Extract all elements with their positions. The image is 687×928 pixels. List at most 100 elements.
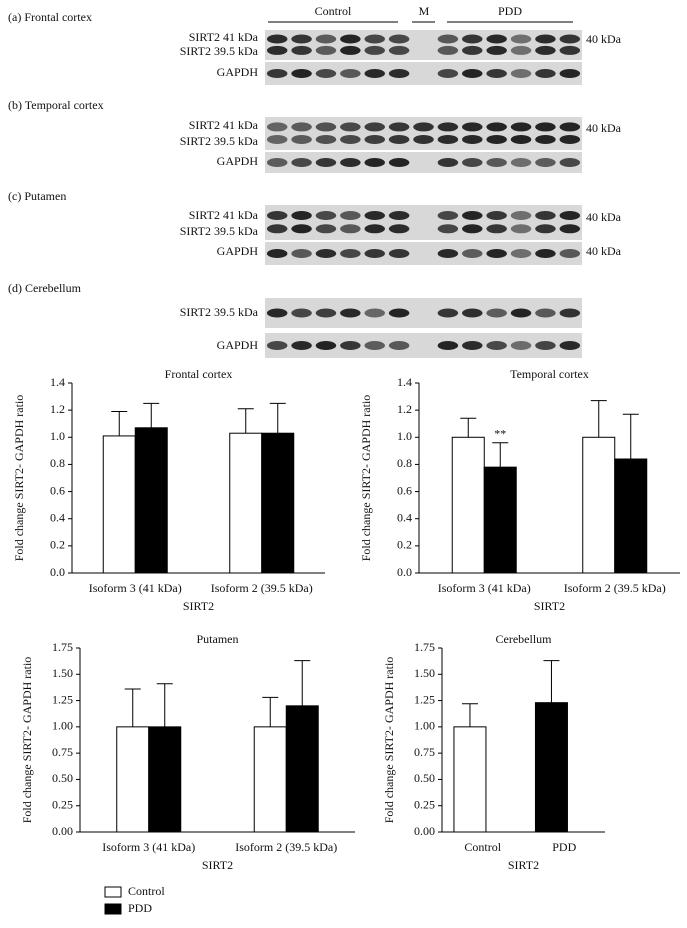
x-tick-label: Isoform 2 (39.5 kDa) [235, 840, 337, 854]
y-tick-label: 1.0 [50, 429, 65, 443]
band [291, 45, 312, 55]
band [437, 308, 459, 318]
group-label: PDD [498, 4, 522, 18]
x-tick-label: Isoform 2 (39.5 kDa) [564, 581, 666, 595]
band [315, 134, 337, 144]
band [388, 34, 410, 44]
band [291, 69, 312, 78]
band-label: SIRT2 41 kDa [189, 208, 259, 222]
x-tick-label: Isoform 3 (41 kDa) [89, 581, 182, 595]
band [535, 134, 556, 144]
band [413, 122, 434, 132]
band [291, 211, 312, 220]
bar [229, 432, 263, 574]
band [437, 122, 459, 132]
band [437, 249, 459, 258]
band-label: GAPDH [217, 154, 259, 168]
y-tick-label: 0.0 [50, 565, 65, 579]
y-tick-label: 1.00 [52, 719, 73, 733]
band-label: SIRT2 41 kDa [189, 30, 259, 44]
blot [265, 152, 582, 173]
y-tick-label: 0.25 [414, 797, 435, 811]
kda-marker: 40 kDa [586, 121, 622, 135]
y-tick-label: 0.00 [414, 824, 435, 838]
band [510, 224, 532, 234]
band [437, 224, 459, 234]
y-tick-label: 1.2 [397, 402, 412, 416]
band [486, 134, 507, 144]
band [559, 134, 581, 144]
band [462, 122, 483, 132]
band [462, 308, 483, 318]
panel-title: (b) Temporal cortex [8, 98, 104, 112]
band [315, 249, 337, 258]
band [535, 122, 556, 132]
y-tick-label: 1.00 [414, 719, 435, 733]
bar [582, 436, 616, 574]
y-tick-label: 0.00 [52, 824, 73, 838]
band [388, 122, 410, 132]
blot [265, 242, 582, 265]
band [462, 69, 483, 78]
y-tick-label: 1.25 [414, 692, 435, 706]
band [340, 45, 361, 55]
band [510, 134, 532, 144]
band [388, 69, 410, 78]
band [486, 211, 507, 220]
band [535, 341, 556, 350]
band [315, 45, 337, 55]
y-tick-label: 0.50 [52, 771, 73, 785]
kda-marker: 40 kDa [586, 210, 622, 224]
band [486, 122, 507, 132]
band-label: SIRT2 41 kDa [189, 118, 259, 132]
band [315, 34, 337, 44]
band [462, 134, 483, 144]
band-label: SIRT2 39.5 kDa [180, 224, 259, 238]
y-axis-label: Fold change SIRT2- GAPDH ratio [12, 395, 26, 562]
bar [261, 432, 295, 574]
band [510, 34, 532, 44]
y-axis-label: Fold change SIRT2- GAPDH ratio [382, 657, 396, 824]
bar [451, 436, 485, 574]
band [559, 224, 581, 234]
y-tick-label: 1.50 [414, 666, 435, 680]
band [510, 69, 532, 78]
band [291, 341, 312, 350]
blot [265, 117, 582, 150]
band-label: GAPDH [217, 244, 259, 258]
band [388, 211, 410, 220]
y-axis-label: Fold change SIRT2- GAPDH ratio [359, 395, 373, 562]
band [510, 308, 532, 318]
band [315, 224, 337, 234]
legend-swatch [104, 886, 122, 898]
panel-title: (a) Frontal cortex [8, 10, 92, 24]
band [559, 122, 581, 132]
band [340, 134, 361, 144]
band [413, 134, 434, 144]
kda-marker: 40 kDa [586, 32, 622, 46]
band [315, 211, 337, 220]
band [535, 158, 556, 167]
band [364, 308, 385, 318]
band [364, 224, 385, 234]
band [364, 134, 385, 144]
x-tick-label: Isoform 2 (39.5 kDa) [211, 581, 313, 595]
band [559, 341, 581, 350]
bar [483, 466, 517, 574]
x-axis-label: SIRT2 [508, 858, 539, 872]
band [388, 45, 410, 55]
band [266, 341, 288, 350]
band [266, 45, 288, 55]
band [266, 134, 288, 144]
band [340, 211, 361, 220]
y-tick-label: 1.2 [50, 402, 65, 416]
band [291, 224, 312, 234]
band [462, 249, 483, 258]
band [388, 249, 410, 258]
panel-title: (c) Putamen [8, 189, 66, 203]
panel-title: (d) Cerebellum [8, 281, 82, 295]
band [364, 341, 385, 350]
band [388, 341, 410, 350]
band [291, 134, 312, 144]
